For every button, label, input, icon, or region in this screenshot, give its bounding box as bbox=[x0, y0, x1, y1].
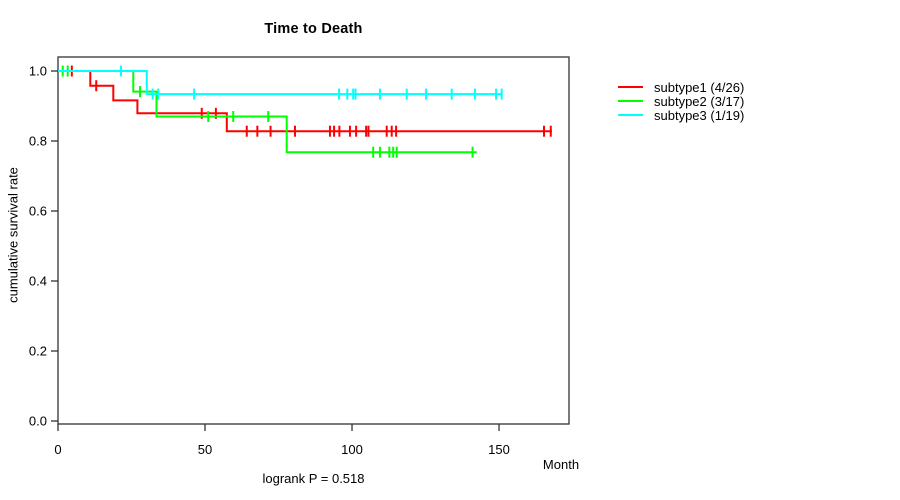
y-tick-label: 0.8 bbox=[29, 133, 47, 148]
legend-item-subtype3: subtype3 (1/19) bbox=[618, 107, 745, 123]
legend-line-subtype1 bbox=[618, 86, 643, 88]
logrank-pvalue-text: logrank P = 0.518 bbox=[262, 471, 365, 486]
x-axis-label: Month bbox=[542, 457, 580, 472]
y-tick-label: 0.4 bbox=[29, 273, 47, 288]
km-curve-series2 bbox=[58, 70, 477, 154]
legend-item-subtype2: subtype2 (3/17) bbox=[618, 93, 745, 109]
y-tick-label: 0.0 bbox=[29, 413, 47, 428]
km-curve-series3 bbox=[58, 70, 502, 96]
chart-title: Time to Death bbox=[264, 21, 363, 37]
legend-label-subtype3: subtype3 (1/19) bbox=[654, 107, 745, 123]
legend-line-subtype3 bbox=[618, 114, 643, 116]
legend: subtype1 (4/26) subtype2 (3/17) subtype3… bbox=[618, 79, 745, 123]
km-curve-series1 bbox=[58, 70, 552, 133]
y-tick-label: 0.6 bbox=[29, 203, 47, 218]
legend-line-subtype2 bbox=[618, 100, 643, 102]
y-axis-label: cumulative survival rate bbox=[5, 167, 21, 303]
legend-item-subtype1: subtype1 (4/26) bbox=[618, 79, 745, 95]
legend-label-subtype2: subtype2 (3/17) bbox=[654, 93, 745, 109]
x-tick-label: 100 bbox=[341, 442, 363, 457]
x-tick-label: 150 bbox=[488, 442, 510, 457]
y-tick-label: 1.0 bbox=[29, 63, 47, 78]
x-tick-label: 0 bbox=[54, 442, 61, 457]
x-tick-label: 50 bbox=[198, 442, 212, 457]
y-tick-label: 0.2 bbox=[29, 343, 47, 358]
legend-label-subtype1: subtype1 (4/26) bbox=[654, 79, 745, 95]
plot-border bbox=[57, 56, 570, 425]
